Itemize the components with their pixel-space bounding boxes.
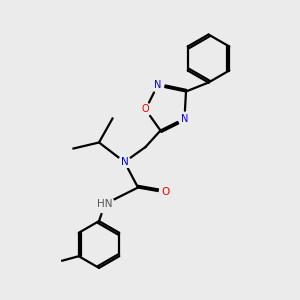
- Text: O: O: [162, 187, 170, 197]
- Text: N: N: [154, 80, 161, 91]
- Text: HN: HN: [97, 199, 113, 209]
- Text: O: O: [142, 104, 149, 115]
- Text: N: N: [121, 157, 128, 167]
- Text: N: N: [181, 113, 188, 124]
